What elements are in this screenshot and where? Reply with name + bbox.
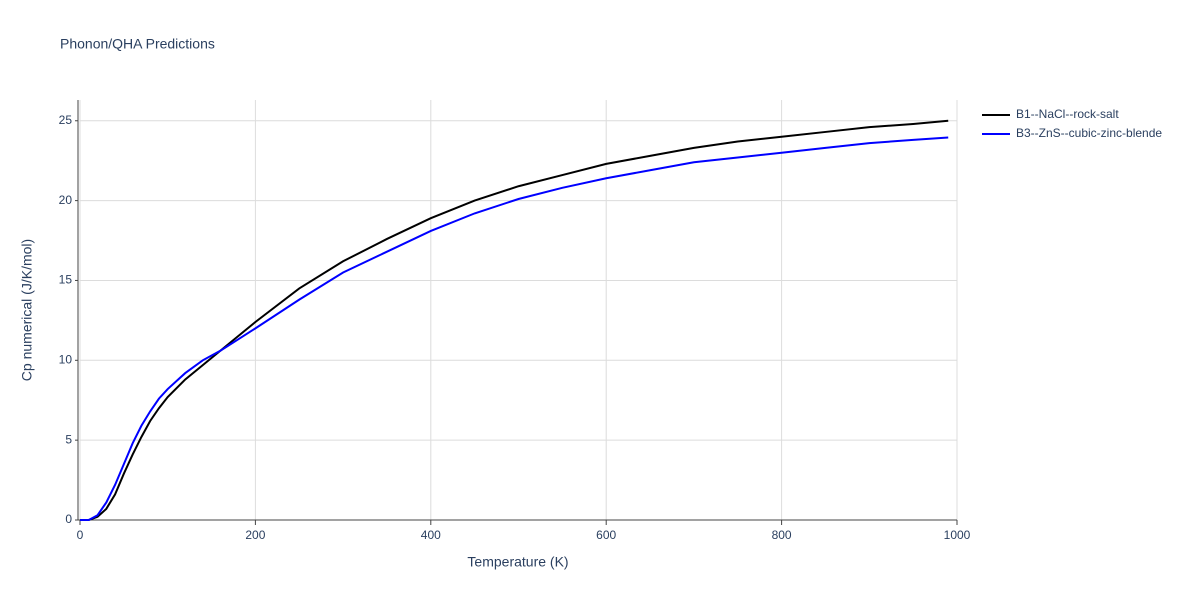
- y-tick-label: 25: [59, 113, 73, 127]
- y-tick-label: 15: [59, 273, 73, 287]
- y-tick-label: 20: [59, 193, 73, 207]
- x-tick-label: 400: [421, 528, 441, 542]
- x-tick-label: 0: [77, 528, 84, 542]
- x-axis-label: Temperature (K): [467, 554, 568, 570]
- data-line: [80, 136, 949, 521]
- x-tick-label: 800: [772, 528, 792, 542]
- legend-label: B3--ZnS--cubic-zinc-blende: [1016, 126, 1162, 140]
- y-tick-label: 5: [65, 432, 72, 446]
- y-axis-label: Cp numerical (J/K/mol): [19, 239, 35, 381]
- x-tick-label: 600: [596, 528, 616, 542]
- x-tick-label: 200: [245, 528, 265, 542]
- data-line: [80, 119, 949, 521]
- y-tick-label: 10: [59, 352, 73, 366]
- y-tick-label: 0: [65, 512, 72, 526]
- chart-title: Phonon/QHA Predictions: [60, 36, 215, 52]
- legend-label: B1--NaCl--rock-salt: [1016, 107, 1119, 121]
- x-tick-label: 1000: [944, 528, 971, 542]
